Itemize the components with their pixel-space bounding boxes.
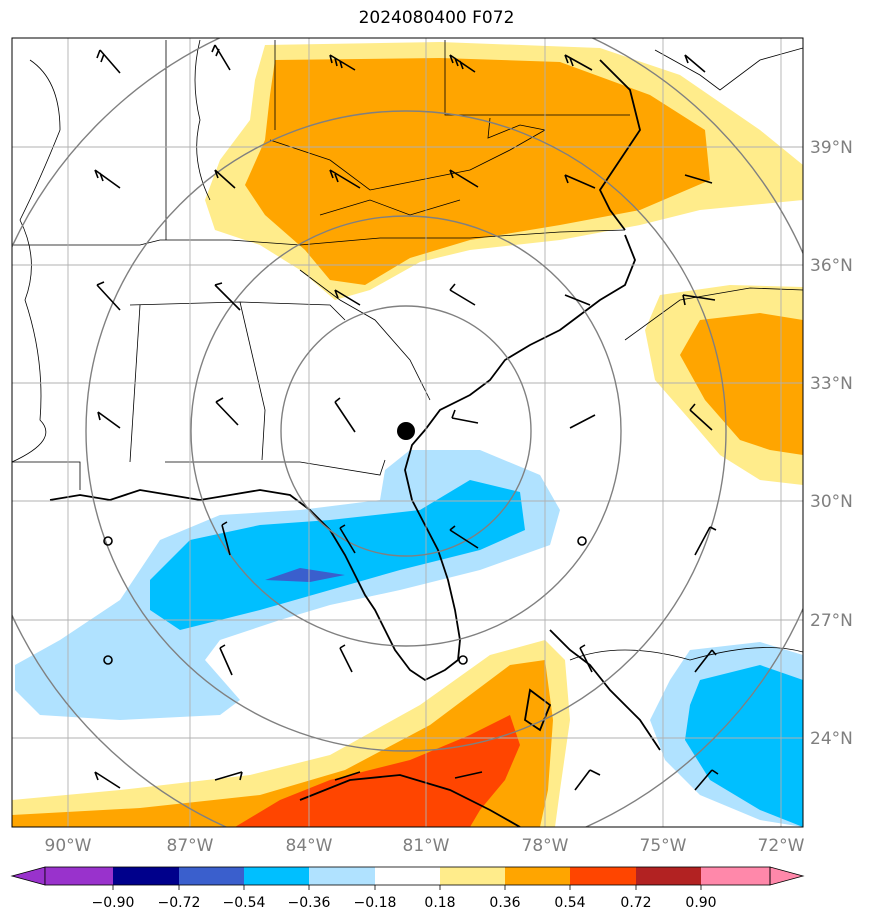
lon-label: 84°W — [286, 836, 333, 856]
anomaly-fill-darkblue-gulf — [265, 568, 345, 582]
colorbar-extend-min — [10, 866, 46, 886]
state-boundaries — [12, 39, 803, 661]
colorbar-segment — [440, 867, 505, 885]
lat-lon-grid — [12, 38, 803, 827]
colorbar-tick: −0.54 — [223, 895, 266, 911]
lat-label: 39°N — [810, 138, 853, 158]
lat-label: 33°N — [810, 374, 853, 394]
lon-label: 72°W — [758, 836, 805, 856]
anomaly-fill-blue-gulf — [150, 480, 525, 630]
lon-labels: 90°W 87°W 84°W 81°W 78°W 75°W 72°W — [45, 836, 805, 856]
lat-label: 30°N — [810, 492, 853, 512]
colorbar-tick: −0.18 — [354, 895, 397, 911]
lon-label: 87°W — [167, 836, 214, 856]
colorbar-extend-max — [769, 866, 805, 886]
map-area — [12, 38, 803, 827]
lon-label: 90°W — [45, 836, 92, 856]
lat-label: 24°N — [810, 729, 853, 749]
colorbar-tick: 0.18 — [424, 895, 455, 911]
anomaly-fill-red-south — [235, 715, 520, 827]
coastlines — [49, 59, 661, 827]
colorbar-segment — [570, 867, 636, 885]
colorbar: −0.90 −0.72 −0.54 −0.36 −0.18 0.18 0.36 … — [10, 866, 805, 911]
anomaly-fill-orange-east — [680, 313, 803, 455]
map-frame — [11, 37, 804, 828]
lon-label: 78°W — [522, 836, 569, 856]
colorbar-tick: 0.36 — [489, 895, 520, 911]
lat-labels: 39°N 36°N 33°N 30°N 27°N 24°N — [810, 138, 853, 749]
colorbar-segment — [375, 867, 440, 885]
colorbar-tick: −0.36 — [288, 895, 331, 911]
colorbar-tick: 0.54 — [554, 895, 585, 911]
storm-center-marker — [397, 422, 415, 440]
colorbar-tick: −0.72 — [158, 895, 201, 911]
colorbar-segment — [309, 867, 375, 885]
colorbar-segment — [244, 867, 309, 885]
colorbar-segment — [701, 867, 770, 885]
colorbar-segment — [45, 867, 113, 885]
lon-label: 81°W — [403, 836, 450, 856]
colorbar-segment — [179, 867, 244, 885]
colorbar-segment — [636, 867, 701, 885]
lat-label: 27°N — [810, 611, 853, 631]
range-rings — [12, 38, 803, 827]
colorbar-segment — [113, 867, 179, 885]
calm-markers — [103, 536, 587, 665]
colorbar-segment — [505, 867, 570, 885]
anomaly-fill-blue-east — [685, 665, 803, 827]
colorbar-tick: 0.90 — [685, 895, 716, 911]
colorbar-tick: 0.72 — [620, 895, 651, 911]
wind-barbs — [94, 44, 719, 791]
map-title: 2024080400 F072 — [358, 8, 515, 28]
lon-label: 75°W — [640, 836, 687, 856]
lat-label: 36°N — [810, 256, 853, 276]
colorbar-tick: −0.90 — [92, 895, 135, 911]
